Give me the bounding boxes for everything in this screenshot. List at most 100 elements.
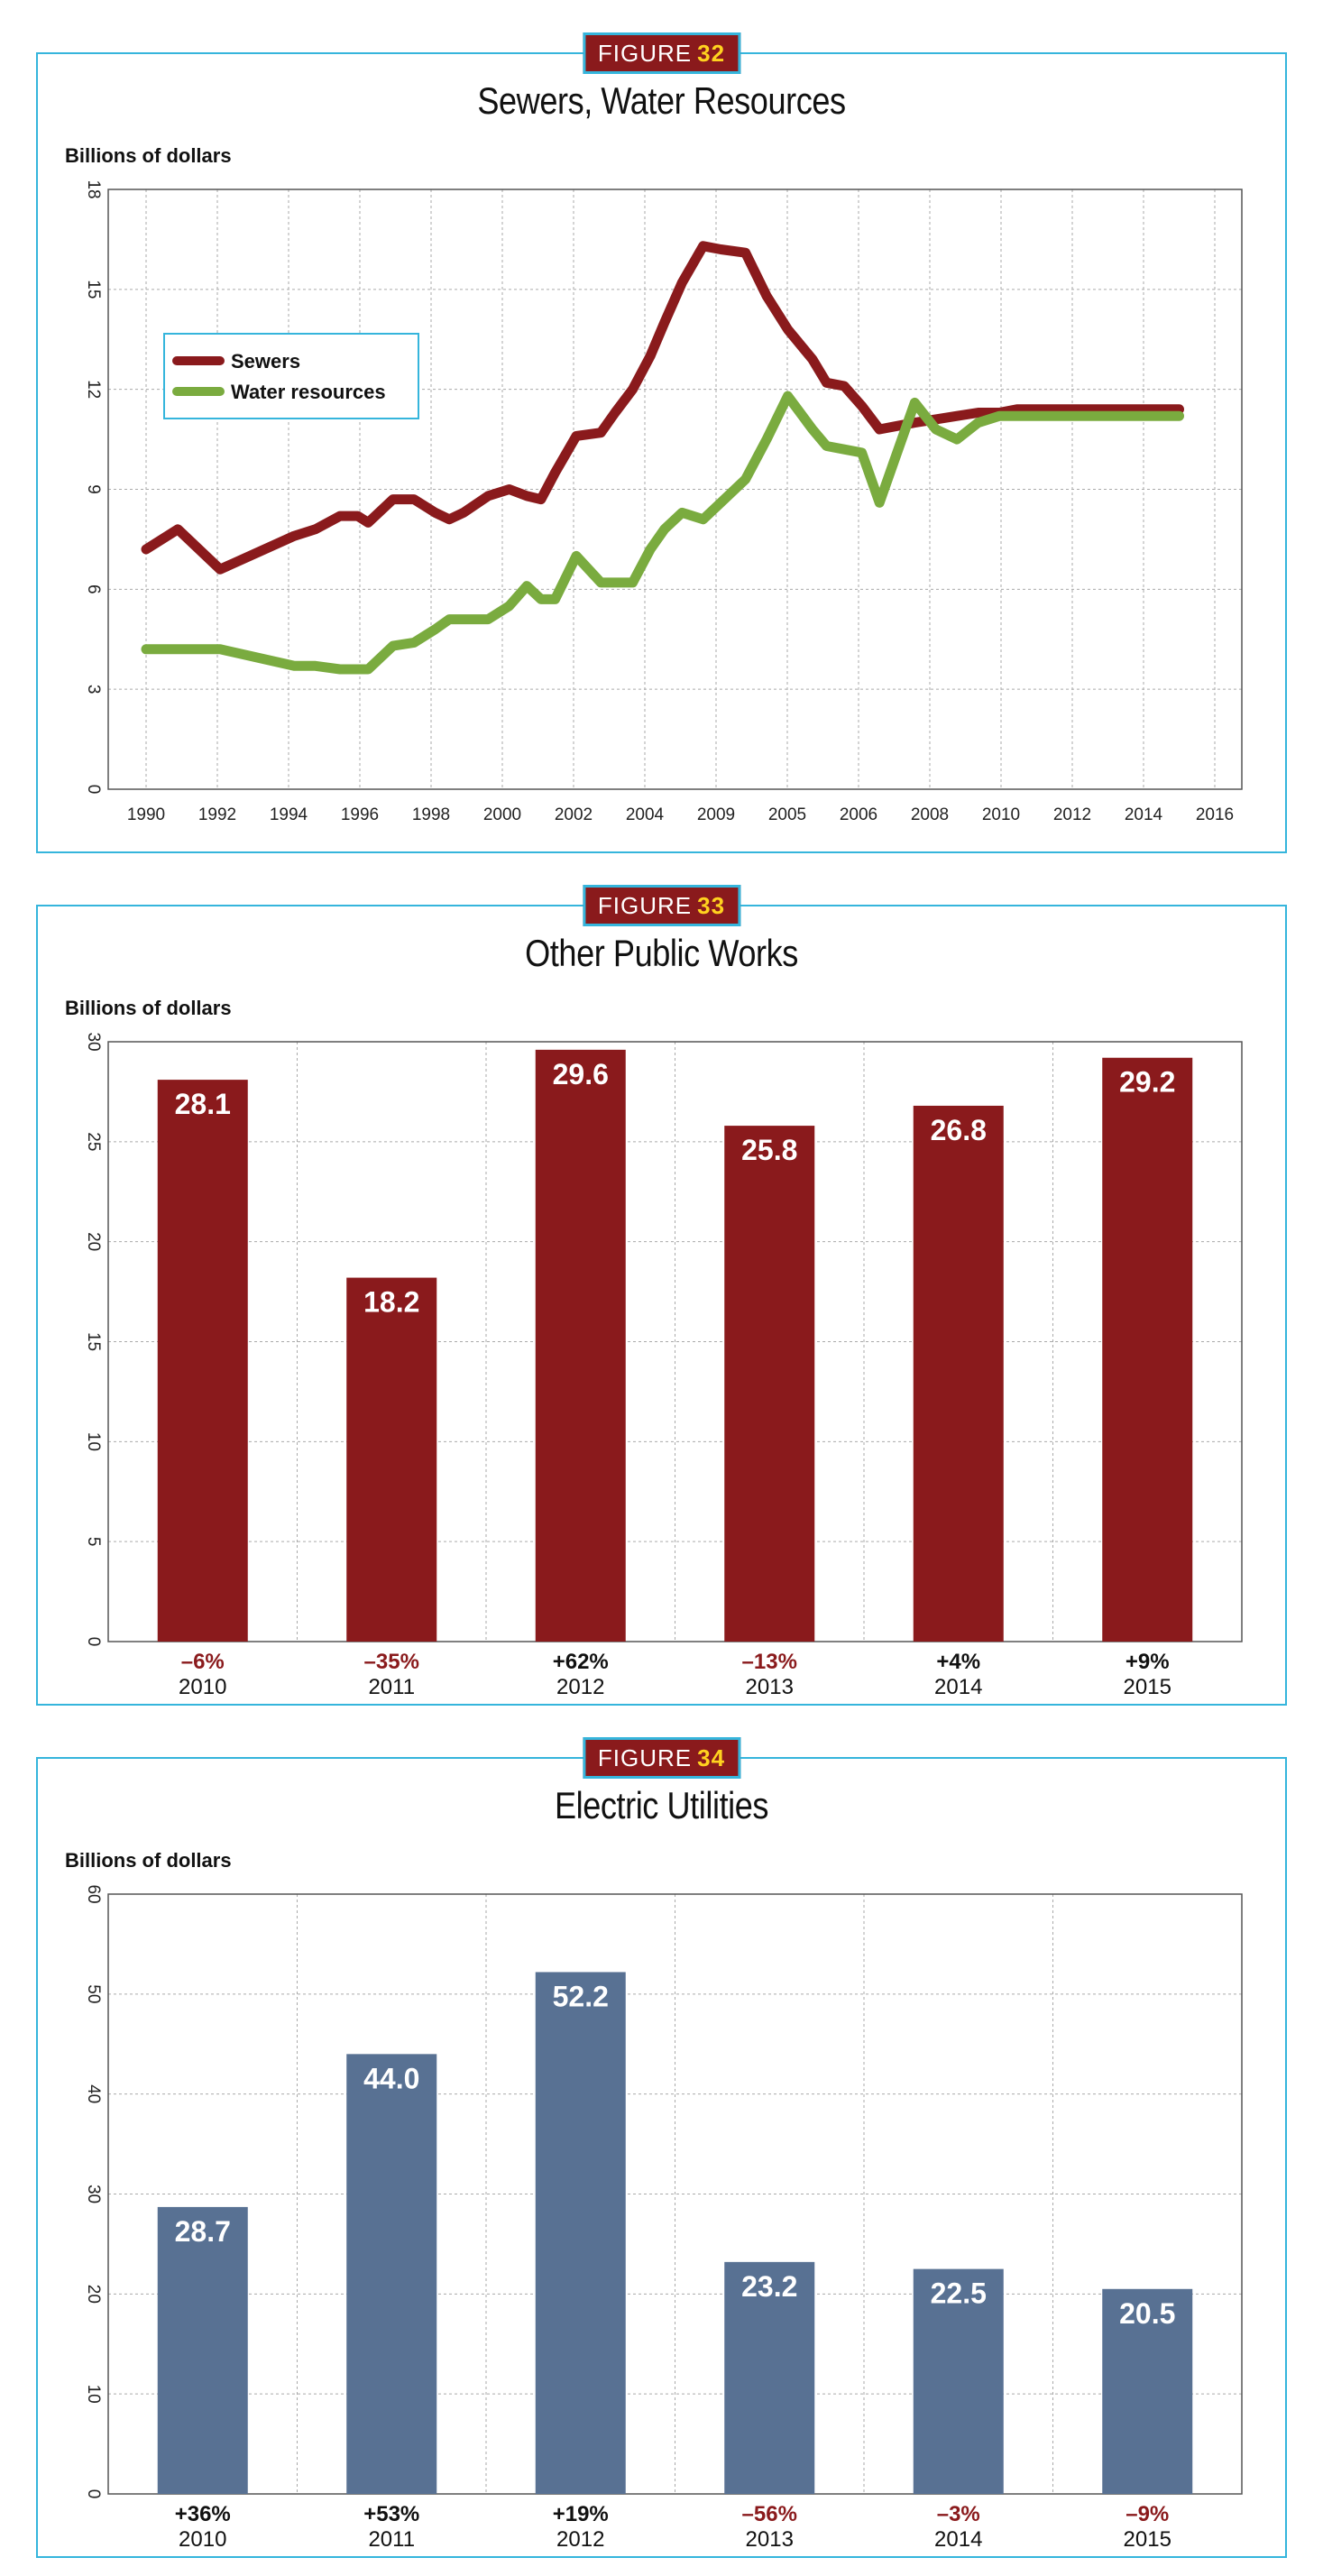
bar-2011 [346,1277,437,1642]
bar-value-label: 29.2 [1119,1066,1175,1099]
legend-label: Water resources [231,381,386,403]
chart-title: Sewers, Water Resources [477,79,846,122]
figure-tag: FIGURE 32 [582,32,741,74]
category-label: 2012 [556,1675,604,1699]
y-axis-label: Billions of dollars [65,144,232,167]
change-label: –56% [742,2502,797,2526]
y-tick-label: 10 [84,2385,103,2404]
change-label: –3% [937,2502,980,2526]
category-label: 2013 [746,2527,794,2552]
bar-value-label: 25.8 [741,1134,797,1166]
x-tick-label: 2010 [982,805,1020,824]
x-tick-label: 2004 [626,805,665,824]
change-label: +53% [363,2502,419,2526]
x-tick-label: 2009 [697,805,735,824]
y-tick-label: 20 [84,1232,103,1251]
bar-2013 [724,1126,815,1642]
bar-value-label: 28.1 [175,1088,231,1120]
figure-tag-label: FIGURE [597,892,693,919]
change-label: –13% [742,1650,797,1674]
x-tick-label: 2006 [840,805,877,824]
x-tick-label: 2012 [1053,805,1091,824]
figure-tag-number: 34 [697,1744,726,1771]
figure-33-panel: FIGURE 33 Other Public Works Billions of … [36,885,1287,1706]
category-label: 2013 [746,1675,794,1699]
bar-chart-other-public-works: 0 5 10 15 20 25 30 28.1 –6%2010 18.2 –35%2011 29.6 +… [84,1032,1243,1699]
line-chart-sewers-water: 0 3 6 9 12 15 18 1990 1992 1994 1996 1998 2000 2002 20… [84,179,1243,824]
y-tick-label: 9 [84,484,103,494]
figure-tag: FIGURE 34 [582,1737,741,1779]
bar-2014 [913,2268,1004,2494]
x-tick-label: 1996 [341,805,379,824]
change-label: +36% [175,2502,231,2526]
bar-2015 [1102,2288,1193,2494]
bar-2012 [535,1049,626,1642]
category-label: 2014 [934,2527,982,2552]
x-tick-label: 1998 [412,805,450,824]
change-label: –9% [1125,2502,1169,2526]
y-axis-label: Billions of dollars [65,997,232,1019]
bar-2010 [157,1080,248,1642]
category-label: 2015 [1124,2527,1171,2552]
bar-2014 [913,1105,1004,1642]
category-label: 2015 [1124,1675,1171,1699]
y-tick-label: 12 [84,380,103,399]
figure-tag-number: 33 [697,892,726,919]
y-tick-label: 25 [84,1132,103,1151]
bar-value-label: 23.2 [741,2270,797,2303]
x-tick-label: 2014 [1125,805,1163,824]
change-label: –35% [364,1650,419,1674]
series-line-water-resources [141,391,1184,675]
bar-value-label: 29.6 [553,1058,609,1090]
x-tick-label: 2008 [911,805,949,824]
figure-34-panel: FIGURE 34 Electric Utilities Billions of … [36,1737,1287,2558]
figure-tag-number: 32 [697,40,726,67]
y-tick-label: 10 [84,1432,103,1451]
y-tick-label: 3 [84,685,103,695]
bar-2010 [157,2206,248,2494]
plot-frame [107,189,1243,790]
y-tick-label: 0 [84,2489,103,2499]
category-label: 2011 [368,2527,415,2552]
y-tick-label: 18 [84,179,103,198]
x-tick-label: 1994 [270,805,308,824]
legend-label: Sewers [231,350,300,373]
x-tick-label: 1990 [127,805,165,824]
y-tick-label: 50 [84,1984,103,2003]
y-axis-label: Billions of dollars [65,1849,232,1872]
bar-2015 [1102,1057,1193,1642]
y-tick-label: 5 [84,1537,103,1547]
x-tick-label: 2002 [555,805,593,824]
category-label: 2010 [179,1675,226,1699]
bar-value-label: 26.8 [931,1114,987,1146]
y-tick-label: 15 [84,1332,103,1351]
category-label: 2010 [179,2527,226,2552]
bar-value-label: 20.5 [1119,2297,1175,2330]
change-label: +62% [553,1650,609,1674]
bar-value-label: 28.7 [175,2215,231,2248]
series-line-sewers [141,241,1184,575]
change-label: –6% [181,1650,225,1674]
y-tick-label: 60 [84,1884,103,1903]
bar-value-label: 22.5 [931,2277,987,2310]
y-tick-label: 30 [84,1032,103,1051]
plot-frame [107,1041,1243,1642]
chart-title: Other Public Works [525,932,798,974]
y-tick-label: 40 [84,2084,103,2103]
y-tick-label: 0 [84,785,103,795]
y-tick-label: 20 [84,2285,103,2304]
figure-tag-label: FIGURE [597,40,693,67]
change-label: +19% [553,2502,609,2526]
bar-value-label: 52.2 [553,1980,609,2012]
y-tick-label: 15 [84,280,103,299]
figure-tag-label: FIGURE [597,1744,693,1771]
y-tick-label: 0 [84,1637,103,1647]
change-label: +4% [936,1650,980,1674]
legend-box [163,333,419,419]
plot-frame [107,1893,1243,2495]
x-tick-label: 1992 [198,805,236,824]
y-tick-label: 30 [84,2185,103,2203]
bar-2013 [724,2261,815,2494]
y-tick-label: 6 [84,584,103,594]
chart-title: Electric Utilities [554,1784,769,1826]
